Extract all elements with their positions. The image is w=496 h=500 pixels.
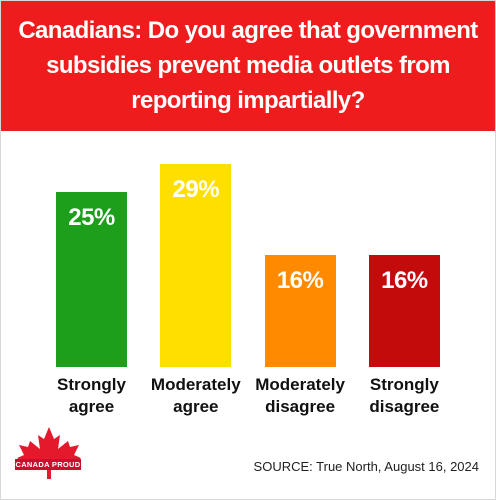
bar <box>160 164 232 367</box>
category-label: Strongly disagree <box>369 375 440 416</box>
logo-leaf <box>17 427 81 479</box>
category-label: Moderately disagree <box>255 375 345 416</box>
header: Canadians: Do you agree that government … <box>1 1 495 131</box>
source: SOURCE: True North, August 16, 2024 <box>253 459 479 474</box>
bar <box>56 192 127 367</box>
bar <box>368 255 440 367</box>
value-label: 25% <box>68 204 115 231</box>
value-label: 16% <box>381 267 428 294</box>
value-label: 16% <box>276 267 324 294</box>
category-label: Strongly agree <box>57 375 126 416</box>
chart-title: Canadians: Do you agree that government … <box>18 17 478 114</box>
value-label: 29% <box>172 176 220 203</box>
bar <box>264 255 336 367</box>
logo-text: CANADA PROUD <box>15 459 81 470</box>
category-label: Moderately agree <box>150 375 241 416</box>
